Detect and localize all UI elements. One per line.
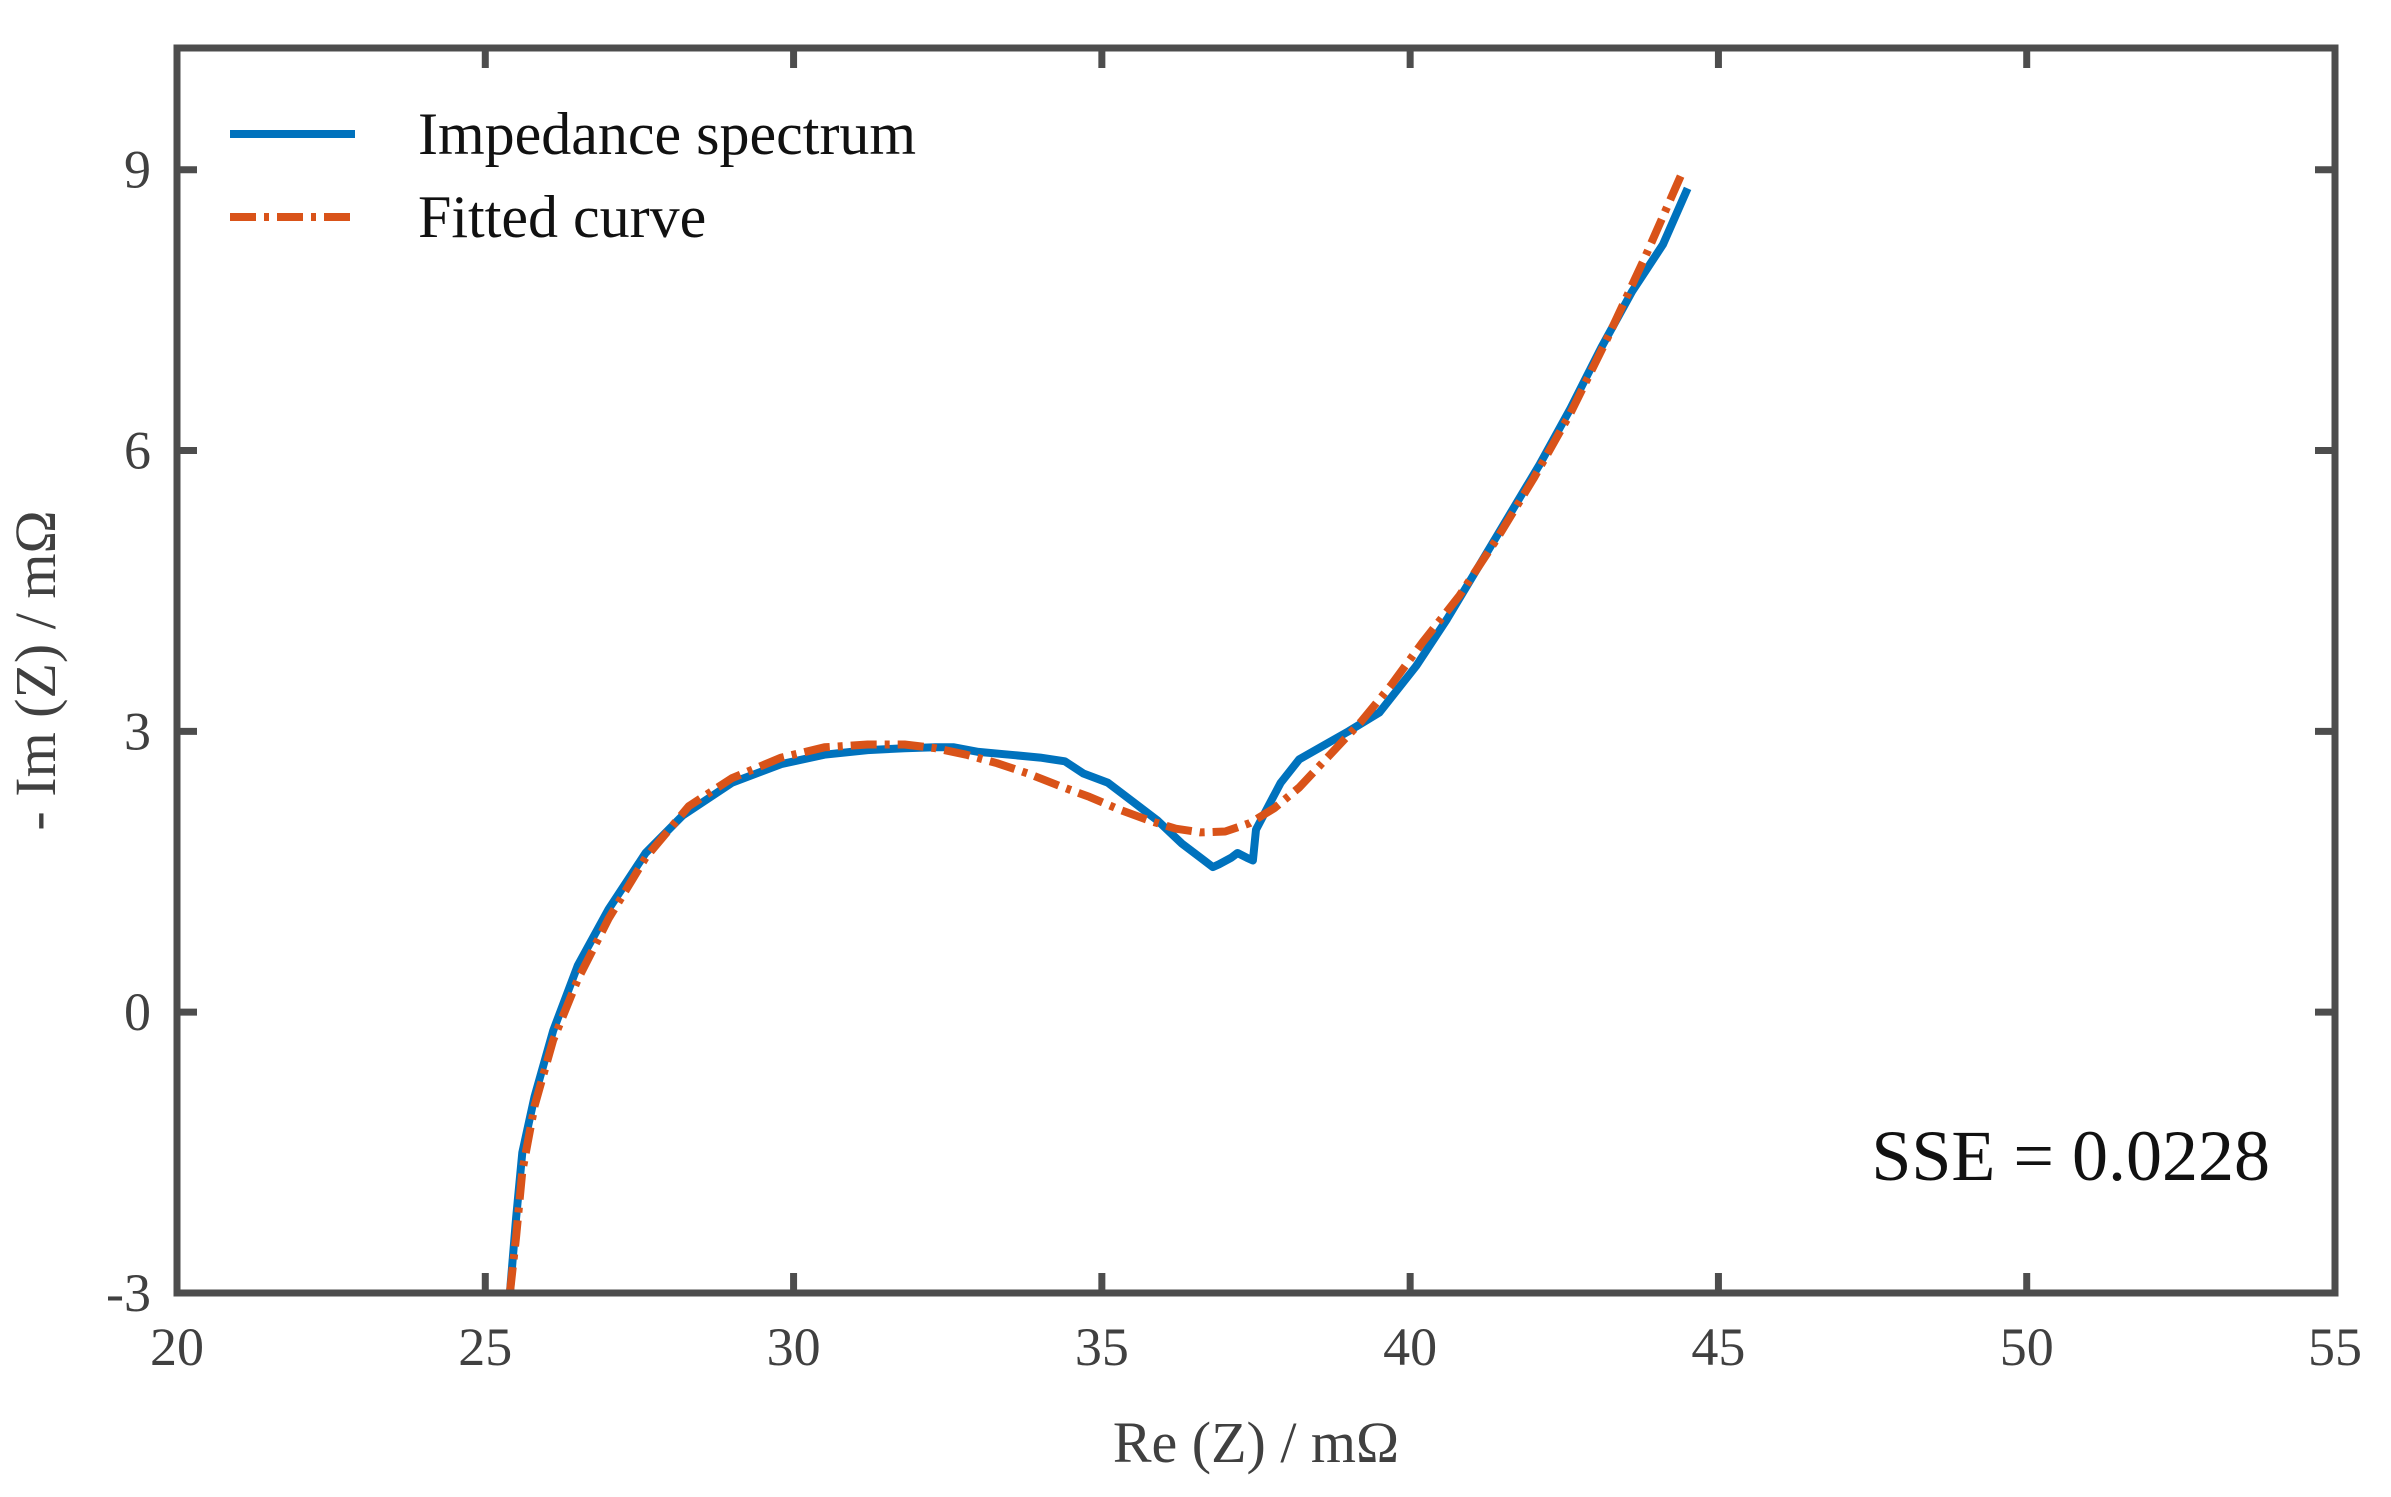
x-tick-label: 55: [2308, 1317, 2362, 1377]
x-tick-label: 35: [1075, 1317, 1129, 1377]
x-axis-title: Re (Z) / mΩ: [1113, 1410, 1399, 1475]
y-tick-label: -3: [106, 1263, 151, 1323]
x-tick-label: 20: [150, 1317, 204, 1377]
series-line-fitted-curve: [505, 172, 1686, 1294]
legend-label-impedance: Impedance spectrum: [418, 101, 916, 167]
y-tick-label: 3: [124, 701, 151, 761]
y-tick-label: 6: [124, 421, 151, 481]
y-tick-label: 9: [124, 140, 151, 200]
x-tick-label: 30: [767, 1317, 821, 1377]
x-tick-label: 45: [1691, 1317, 1745, 1377]
legend: Impedance spectrum Fitted curve: [230, 101, 916, 250]
series-line-impedance-spectrum: [505, 186, 1692, 1294]
series-layer: [505, 172, 1692, 1294]
tick-labels: 20 25 30 35 40 45 50 55 -3 0 3 6 9: [106, 140, 2362, 1377]
x-tick-label: 40: [1383, 1317, 1437, 1377]
x-tick-label: 25: [458, 1317, 512, 1377]
legend-label-fitted: Fitted curve: [418, 184, 706, 250]
plot-frame: [173, 44, 2339, 1297]
y-axis-title: - Im (Z) / mΩ: [3, 510, 68, 830]
x-tick-label: 50: [2000, 1317, 2054, 1377]
sse-annotation: SSE = 0.0228: [1871, 1116, 2270, 1196]
y-tick-label: 0: [124, 982, 151, 1042]
